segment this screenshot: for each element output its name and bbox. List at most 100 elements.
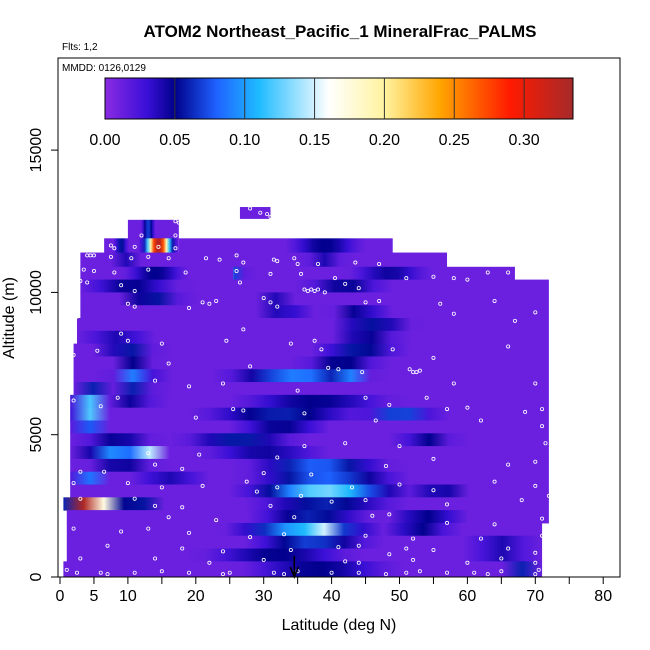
sample-point	[91, 269, 96, 274]
sample-point	[78, 279, 83, 284]
sample-point	[217, 257, 222, 262]
sample-point	[214, 518, 219, 523]
sample-point	[271, 570, 276, 575]
x-tick-label: 5	[89, 588, 98, 605]
sample-point	[383, 572, 388, 577]
sample-point	[526, 273, 531, 278]
sample-point	[387, 512, 392, 517]
sample-point	[363, 533, 368, 538]
sample-point	[166, 515, 171, 520]
sample-point	[112, 246, 117, 251]
sample-point	[363, 300, 368, 305]
sample-point	[329, 570, 334, 575]
heatmap-band	[73, 382, 549, 396]
sample-point	[241, 408, 246, 413]
heatmap-band	[80, 252, 448, 268]
sample-point	[309, 472, 314, 477]
sample-point	[336, 367, 341, 372]
sample-point	[173, 219, 178, 224]
latitude-arrow-marker	[289, 556, 299, 580]
sample-point	[431, 456, 436, 461]
sample-point	[125, 301, 130, 306]
sample-point	[292, 256, 297, 261]
sample-point	[156, 244, 161, 249]
chart-title: ATOM2 Northeast_Pacific_1 MineralFrac_PA…	[143, 22, 536, 41]
sample-point	[132, 304, 137, 309]
y-tick-label: 5000	[28, 417, 45, 453]
heatmap-band	[66, 548, 543, 562]
sample-point	[305, 288, 310, 293]
sample-point	[146, 451, 151, 456]
heatmap-band	[66, 510, 549, 524]
sample-point	[356, 286, 361, 291]
sample-point	[431, 274, 436, 279]
sample-point	[187, 570, 192, 575]
sample-point	[451, 276, 456, 281]
sample-point	[316, 287, 321, 292]
y-axis: 0 5000 10000 15000	[28, 58, 59, 581]
sample-point	[95, 348, 100, 353]
sample-point	[356, 570, 361, 575]
flights-label: Flts: 1,2	[62, 42, 98, 53]
x-tick-label: 40	[323, 588, 341, 605]
sample-point	[499, 569, 504, 574]
heatmap	[63, 207, 549, 578]
sample-point	[214, 298, 219, 303]
sample-point	[268, 271, 273, 276]
x-tick-label: 30	[255, 588, 273, 605]
sample-point	[431, 488, 436, 493]
sample-point	[71, 353, 76, 358]
sample-point	[98, 570, 103, 575]
sample-point	[543, 441, 548, 446]
sample-point	[102, 469, 107, 474]
y-tick-label: 15000	[28, 128, 45, 173]
sample-point	[275, 304, 280, 309]
sample-point	[78, 469, 83, 474]
sample-point	[506, 546, 511, 551]
heatmap-band	[70, 394, 549, 409]
sample-point	[173, 233, 178, 238]
sample-point	[414, 370, 419, 375]
sample-point	[540, 516, 545, 521]
heatmap-band	[70, 484, 549, 498]
sample-point	[540, 533, 545, 538]
sample-point	[546, 493, 551, 498]
colorbar-tick-label: 0.05	[159, 132, 190, 149]
sample-point	[370, 513, 375, 518]
sample-point	[316, 261, 321, 266]
heatmap-band	[233, 266, 515, 281]
sample-point	[176, 220, 181, 225]
sample-point	[465, 405, 470, 410]
sample-point	[533, 560, 538, 565]
sample-point	[533, 459, 538, 464]
sample-point	[451, 311, 456, 316]
sample-point	[319, 347, 324, 352]
sample-point	[445, 407, 450, 412]
heatmap-band	[76, 318, 549, 332]
x-tick-label: 10	[119, 588, 137, 605]
sample-point	[108, 243, 113, 248]
x-tick-label: 0	[56, 588, 65, 605]
sample-point	[506, 344, 511, 349]
sample-point	[153, 378, 158, 383]
heatmap-band	[80, 292, 549, 306]
sample-point	[166, 361, 171, 366]
sample-point	[244, 479, 249, 484]
colorbar-tick-label: 0.25	[439, 132, 470, 149]
sample-point	[424, 395, 429, 400]
sample-points	[64, 206, 551, 577]
sample-point	[180, 466, 185, 471]
heatmap-band	[63, 497, 549, 511]
sample-point	[282, 572, 287, 577]
sample-point	[125, 338, 130, 343]
sample-point	[91, 253, 96, 258]
sample-point	[153, 503, 158, 508]
sample-point	[512, 318, 517, 323]
heatmap-band	[70, 420, 549, 434]
sample-point	[129, 256, 134, 261]
sample-point	[108, 254, 113, 259]
sample-point	[159, 569, 164, 574]
sample-point	[465, 560, 470, 565]
sample-point	[343, 441, 348, 446]
